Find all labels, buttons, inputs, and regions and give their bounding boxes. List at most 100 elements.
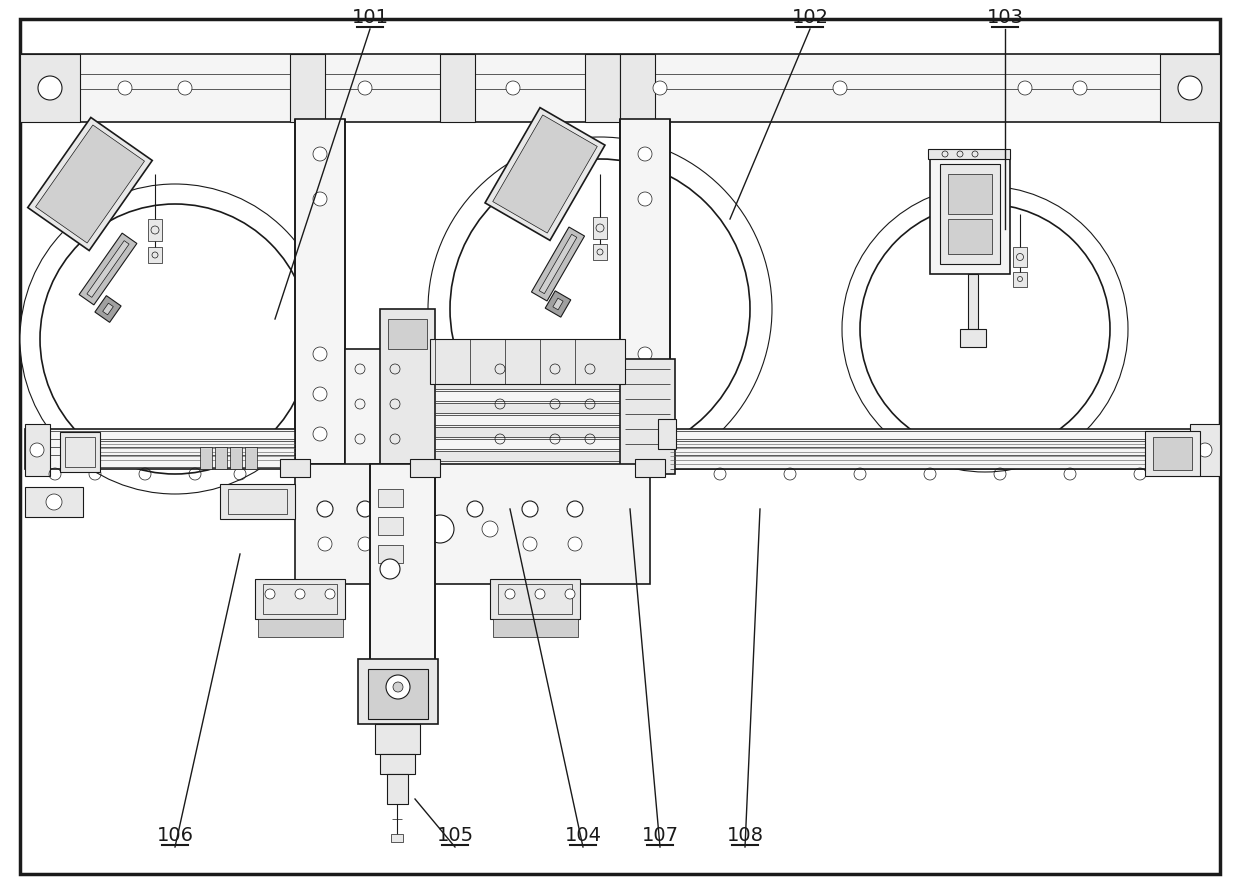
Circle shape [523, 537, 537, 552]
Text: 105: 105 [436, 825, 474, 844]
Bar [378, 518, 403, 536]
Bar [290, 55, 325, 122]
Polygon shape [532, 228, 584, 301]
Circle shape [428, 138, 773, 482]
Circle shape [118, 82, 131, 96]
Bar [255, 579, 345, 620]
Circle shape [653, 82, 667, 96]
Circle shape [568, 537, 582, 552]
Bar [391, 834, 403, 842]
Bar [374, 724, 420, 755]
Circle shape [358, 537, 372, 552]
Circle shape [317, 502, 334, 518]
Circle shape [379, 560, 401, 579]
Circle shape [312, 388, 327, 401]
Bar [229, 448, 242, 469]
Circle shape [265, 589, 275, 599]
Bar [585, 55, 620, 122]
Polygon shape [103, 304, 113, 316]
Polygon shape [553, 299, 563, 310]
Text: 104: 104 [564, 825, 601, 844]
Bar [378, 545, 403, 563]
Bar [258, 620, 343, 637]
Circle shape [393, 682, 403, 692]
Bar [25, 487, 83, 518]
Bar [60, 433, 100, 472]
Circle shape [534, 589, 546, 599]
Polygon shape [485, 108, 605, 241]
Bar [620, 55, 655, 122]
Bar [658, 419, 676, 450]
Circle shape [412, 502, 428, 518]
Circle shape [317, 537, 332, 552]
Bar [430, 340, 625, 384]
Circle shape [639, 427, 652, 442]
Bar [246, 448, 257, 469]
Bar [387, 774, 408, 804]
Bar [148, 220, 162, 241]
Circle shape [312, 193, 327, 207]
Bar [949, 175, 992, 215]
Bar [435, 451, 620, 461]
Bar [25, 425, 50, 477]
Circle shape [358, 82, 372, 96]
Bar [228, 489, 286, 514]
Bar [435, 380, 620, 390]
Bar [435, 427, 620, 437]
Bar [20, 55, 81, 122]
Circle shape [46, 494, 62, 510]
Circle shape [1073, 82, 1087, 96]
Circle shape [30, 443, 43, 458]
Circle shape [295, 589, 305, 599]
Bar [1153, 437, 1192, 470]
Bar [64, 437, 95, 468]
Polygon shape [36, 126, 145, 244]
Circle shape [639, 388, 652, 401]
Bar [219, 485, 295, 519]
Polygon shape [95, 296, 122, 323]
Bar [25, 429, 295, 469]
Bar [148, 248, 162, 264]
Bar [435, 392, 620, 401]
Text: 106: 106 [156, 825, 193, 844]
Circle shape [567, 502, 583, 518]
Bar [295, 120, 345, 465]
Circle shape [467, 502, 484, 518]
Circle shape [639, 193, 652, 207]
Bar [620, 359, 675, 475]
Circle shape [312, 348, 327, 361]
Circle shape [482, 521, 498, 537]
Circle shape [312, 148, 327, 162]
Bar [960, 330, 986, 348]
Bar [928, 150, 1011, 160]
Bar [635, 460, 665, 477]
Circle shape [20, 185, 330, 494]
Circle shape [842, 187, 1128, 472]
Polygon shape [27, 118, 153, 251]
Circle shape [325, 589, 335, 599]
Bar [345, 350, 625, 529]
Bar [1013, 273, 1027, 288]
Circle shape [833, 82, 847, 96]
Bar [593, 218, 608, 240]
Bar [410, 460, 440, 477]
Circle shape [312, 427, 327, 442]
Bar [370, 465, 435, 689]
Bar [930, 155, 1011, 274]
Circle shape [505, 589, 515, 599]
Polygon shape [539, 235, 577, 294]
Bar [358, 659, 438, 724]
Bar [263, 585, 337, 614]
Text: 108: 108 [727, 825, 764, 844]
Bar [20, 55, 1220, 122]
Circle shape [386, 675, 410, 699]
Bar [968, 274, 978, 330]
Bar [498, 585, 572, 614]
Circle shape [1198, 443, 1211, 458]
Text: 102: 102 [791, 8, 828, 27]
Bar [670, 429, 1200, 469]
Text: 107: 107 [641, 825, 678, 844]
Polygon shape [492, 116, 598, 234]
Bar [280, 460, 310, 477]
Bar [1145, 432, 1200, 477]
